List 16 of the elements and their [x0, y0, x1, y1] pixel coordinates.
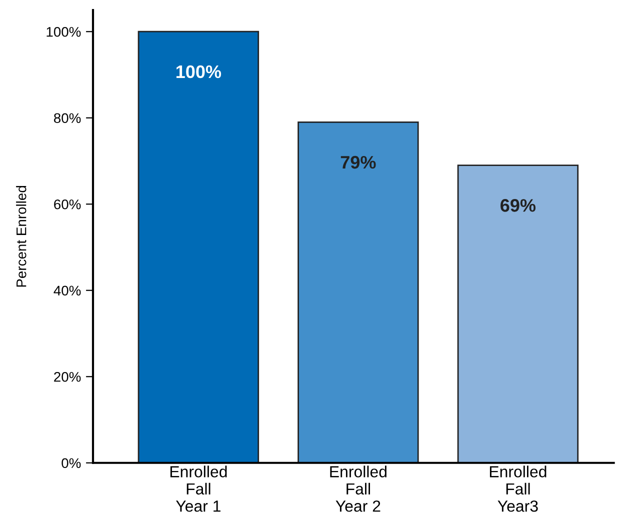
bar	[298, 121, 419, 463]
x-tick-label: Enrolled Fall Year 2	[330, 466, 386, 512]
x-tick-label: Enrolled Fall Year 1	[170, 466, 227, 512]
data-label: 79%	[340, 156, 376, 169]
bar	[457, 164, 579, 463]
y-tick-label: 20%	[54, 372, 81, 382]
y-tick-label: 80%	[54, 113, 81, 124]
y-axis-title: Percent Enrolled	[16, 186, 26, 287]
y-tick-label: 60%	[54, 199, 81, 210]
y-tick-label: 100%	[46, 26, 81, 37]
data-label: 69%	[500, 199, 536, 212]
data-label: 100%	[176, 65, 222, 78]
bar	[138, 30, 260, 463]
y-tick-label: 40%	[54, 286, 81, 296]
y-tick-label: 0%	[62, 458, 81, 468]
x-tick-label: Enrolled Fall Year3	[490, 466, 546, 512]
